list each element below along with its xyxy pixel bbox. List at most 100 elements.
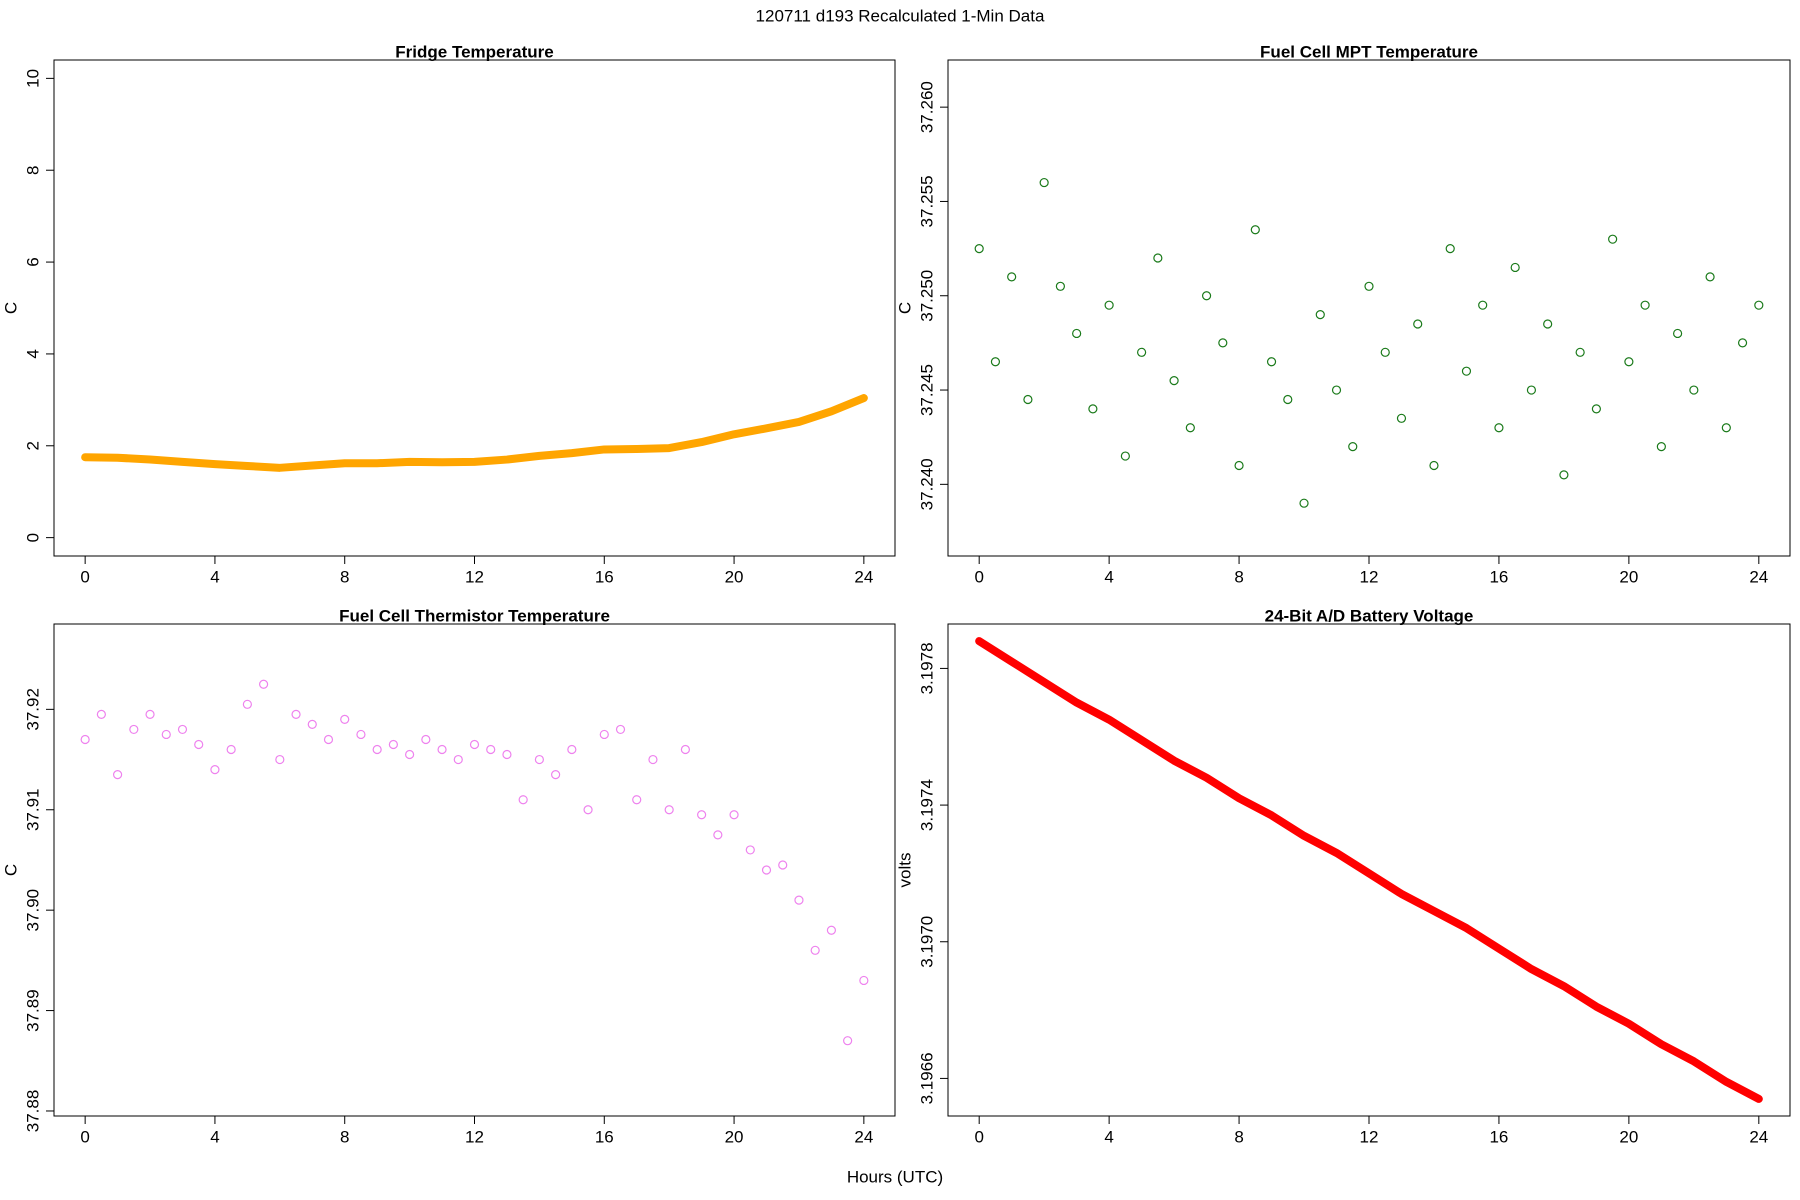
x-tick-label: 8: [340, 1127, 349, 1146]
data-point: [1234, 460, 1244, 471]
data-point: [1640, 300, 1650, 310]
data-point: [96, 709, 106, 719]
data-point: [372, 744, 382, 755]
x-tick-label: 20: [1619, 567, 1638, 586]
data-point: [1007, 272, 1017, 282]
plot-frame: [53, 59, 896, 557]
data-point: [1299, 498, 1309, 508]
x-tick-label: 4: [210, 567, 219, 586]
data-point: [340, 714, 350, 724]
data-point: [1120, 451, 1130, 461]
x-tick-label: 24: [854, 567, 873, 586]
data-point: [291, 709, 301, 719]
page-title: 120711 d193 Recalculated 1-Min Data: [756, 6, 1045, 25]
data-point: [1218, 338, 1228, 348]
x-tick-label: 8: [340, 567, 349, 586]
data-point: [502, 749, 512, 760]
x-tick-label: 0: [974, 567, 983, 586]
x-tick-label: 4: [1104, 567, 1113, 586]
data-point: [551, 770, 561, 780]
data-point: [1266, 357, 1277, 367]
data-point: [518, 795, 528, 805]
data-point: [990, 357, 1001, 367]
x-tick-label: 0: [80, 567, 89, 586]
x-tick-label: 16: [1489, 1127, 1508, 1146]
data-point: [1591, 404, 1601, 414]
data-point: [1153, 253, 1163, 263]
y-tick-label: 37.89: [23, 989, 42, 1032]
data-point: [469, 739, 480, 750]
y-tick-label: 3.1970: [917, 916, 936, 968]
data-point: [615, 724, 626, 735]
data-point: [129, 724, 139, 735]
y-axis-label: C: [1, 864, 20, 876]
data-point: [275, 754, 285, 765]
data-point: [1201, 291, 1212, 301]
data-point: [1510, 262, 1520, 273]
y-tick-label: 10: [23, 69, 42, 88]
x-tick-label: 0: [80, 1127, 89, 1146]
data-point: [1737, 338, 1748, 348]
x-tick-label: 24: [854, 1127, 873, 1146]
data-point: [713, 830, 723, 840]
plot-frame: [947, 59, 1791, 557]
data-point: [1348, 442, 1358, 452]
data-point: [1104, 300, 1114, 310]
data-point: [1396, 413, 1407, 423]
data-point: [1721, 423, 1731, 433]
x-axis-label: Hours (UTC): [847, 1167, 943, 1186]
panel-title: Fuel Cell Thermistor Temperature: [339, 606, 610, 625]
y-tick-label: 37.260: [917, 81, 936, 133]
panel-title: Fuel Cell MPT Temperature: [1260, 42, 1478, 61]
data-point: [1169, 376, 1179, 386]
data-point: [437, 744, 447, 755]
x-tick-label: 8: [1234, 567, 1243, 586]
y-tick-label: 8: [23, 165, 42, 174]
panel-title: 24-Bit A/D Battery Voltage: [1265, 606, 1474, 625]
x-tick-label: 16: [1489, 567, 1508, 586]
data-point: [1331, 385, 1342, 395]
data-point: [1364, 281, 1374, 291]
data-point: [1478, 300, 1488, 310]
data-point: [259, 679, 269, 689]
data-point: [1689, 385, 1699, 395]
x-tick-label: 24: [1749, 1127, 1768, 1146]
data-point: [356, 729, 366, 740]
data-point: [112, 770, 123, 780]
data-point: [1526, 385, 1537, 395]
data-point: [388, 739, 398, 750]
x-tick-label: 24: [1749, 567, 1768, 586]
y-tick-label: 37.245: [917, 364, 936, 416]
x-tick-label: 12: [1360, 567, 1379, 586]
y-axis-label: C: [1, 302, 20, 314]
data-line: [975, 637, 1763, 1103]
data-point: [405, 749, 415, 760]
data-point: [1673, 328, 1683, 339]
data-point: [1315, 310, 1325, 320]
data-point: [599, 729, 609, 740]
y-tick-label: 37.255: [917, 175, 936, 227]
data-point: [632, 795, 642, 805]
y-tick-label: 3.1978: [917, 642, 936, 694]
data-point: [826, 925, 837, 935]
data-point: [1039, 177, 1049, 188]
y-tick-label: 37.250: [917, 270, 936, 322]
y-tick-label: 37.90: [23, 889, 42, 932]
data-point: [697, 810, 707, 820]
data-point: [1185, 423, 1195, 433]
y-tick-label: 2: [23, 441, 42, 450]
data-point: [1137, 347, 1147, 357]
data-point: [1461, 366, 1472, 376]
data-point: [567, 744, 577, 755]
data-point: [1250, 225, 1260, 235]
x-tick-label: 20: [725, 567, 744, 586]
y-axis-label: C: [895, 302, 914, 314]
x-tick-label: 4: [1104, 1127, 1113, 1146]
data-point: [177, 724, 188, 735]
data-point: [1754, 300, 1764, 310]
x-tick-label: 20: [725, 1127, 744, 1146]
data-point: [843, 1036, 853, 1046]
data-point: [1608, 234, 1618, 244]
x-tick-label: 16: [595, 567, 614, 586]
